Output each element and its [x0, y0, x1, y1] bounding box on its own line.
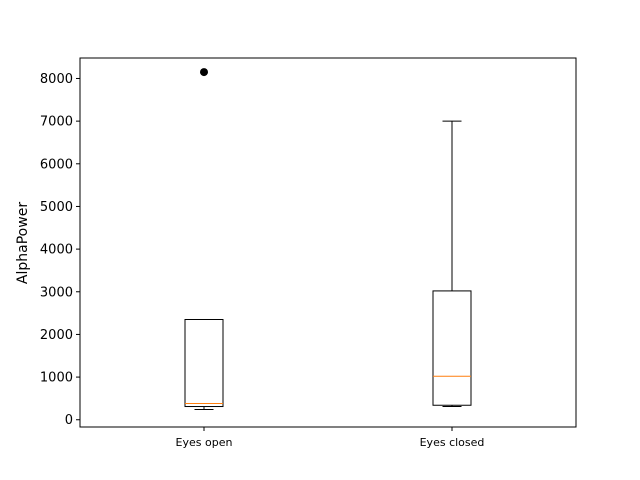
y-tick-label: 0 [65, 413, 73, 428]
x-tick-label: Eyes open [176, 436, 233, 449]
y-tick-label: 4000 [40, 243, 73, 258]
y-axis-label: AlphaPower [15, 202, 31, 284]
y-tick-label: 2000 [40, 328, 73, 343]
x-tick-label: Eyes closed [420, 436, 485, 449]
y-tick-label: 5000 [40, 200, 73, 215]
y-tick-label: 1000 [40, 371, 73, 386]
x-axis: Eyes open Eyes closed [176, 427, 485, 449]
y-tick-label: 3000 [40, 285, 73, 300]
box-iqr [432, 290, 472, 406]
plot-frame [79, 57, 577, 428]
y-tick-label: 6000 [40, 157, 73, 172]
box-iqr [184, 318, 224, 408]
y-tick-label: 8000 [40, 72, 73, 87]
outlier-point [200, 68, 208, 77]
y-axis: 0 1000 2000 3000 4000 5000 6000 7000 8000 [40, 72, 80, 428]
box-group [432, 120, 472, 408]
y-tick-label: 7000 [40, 115, 73, 130]
box-group [184, 68, 224, 411]
plot-content [184, 68, 472, 411]
